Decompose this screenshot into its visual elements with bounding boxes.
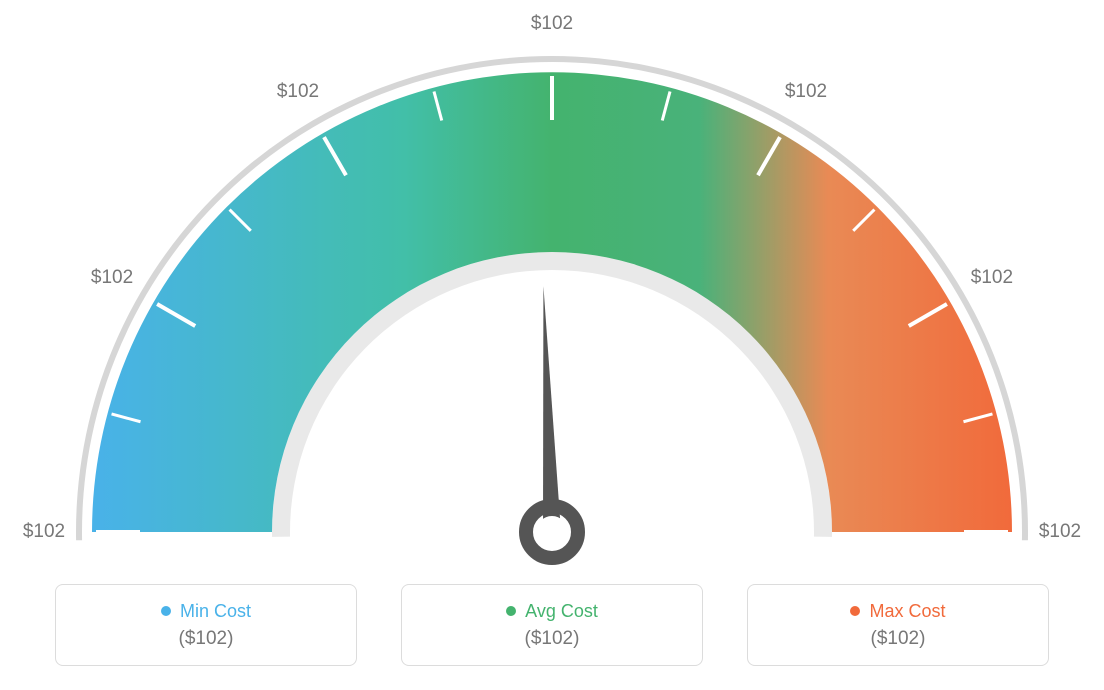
gauge-tick-label: $102 [971, 267, 1013, 288]
dot-icon [850, 606, 860, 616]
gauge-tick-label: $102 [531, 13, 573, 34]
legend-value-max: ($102) [871, 628, 926, 650]
gauge-chart: $102 $102 $102 $102 $102 $102 $102 [0, 12, 1104, 577]
gauge-needle-hub-inner [536, 516, 568, 548]
dot-icon [506, 606, 516, 616]
gauge-tick-label: $102 [91, 267, 133, 288]
legend-label-min: Min Cost [161, 601, 251, 622]
legend-card-min: Min Cost ($102) [55, 584, 357, 666]
legend-label-text: Avg Cost [525, 601, 598, 622]
legend-card-avg: Avg Cost ($102) [401, 584, 703, 666]
dot-icon [161, 606, 171, 616]
legend-label-avg: Avg Cost [506, 601, 598, 622]
legend-row: Min Cost ($102) Avg Cost ($102) Max Cost… [0, 584, 1104, 666]
legend-card-max: Max Cost ($102) [747, 584, 1049, 666]
gauge-tick-label: $102 [1039, 521, 1081, 542]
gauge-tick-label: $102 [23, 521, 65, 542]
legend-label-max: Max Cost [850, 601, 945, 622]
legend-value-min: ($102) [179, 628, 234, 650]
gauge-tick-label: $102 [785, 81, 827, 102]
legend-label-text: Min Cost [180, 601, 251, 622]
gauge-svg: $102 $102 $102 $102 $102 $102 $102 [0, 12, 1104, 572]
legend-label-text: Max Cost [869, 601, 945, 622]
gauge-needle [543, 286, 561, 532]
gauge-tick-label: $102 [277, 81, 319, 102]
legend-value-avg: ($102) [525, 628, 580, 650]
